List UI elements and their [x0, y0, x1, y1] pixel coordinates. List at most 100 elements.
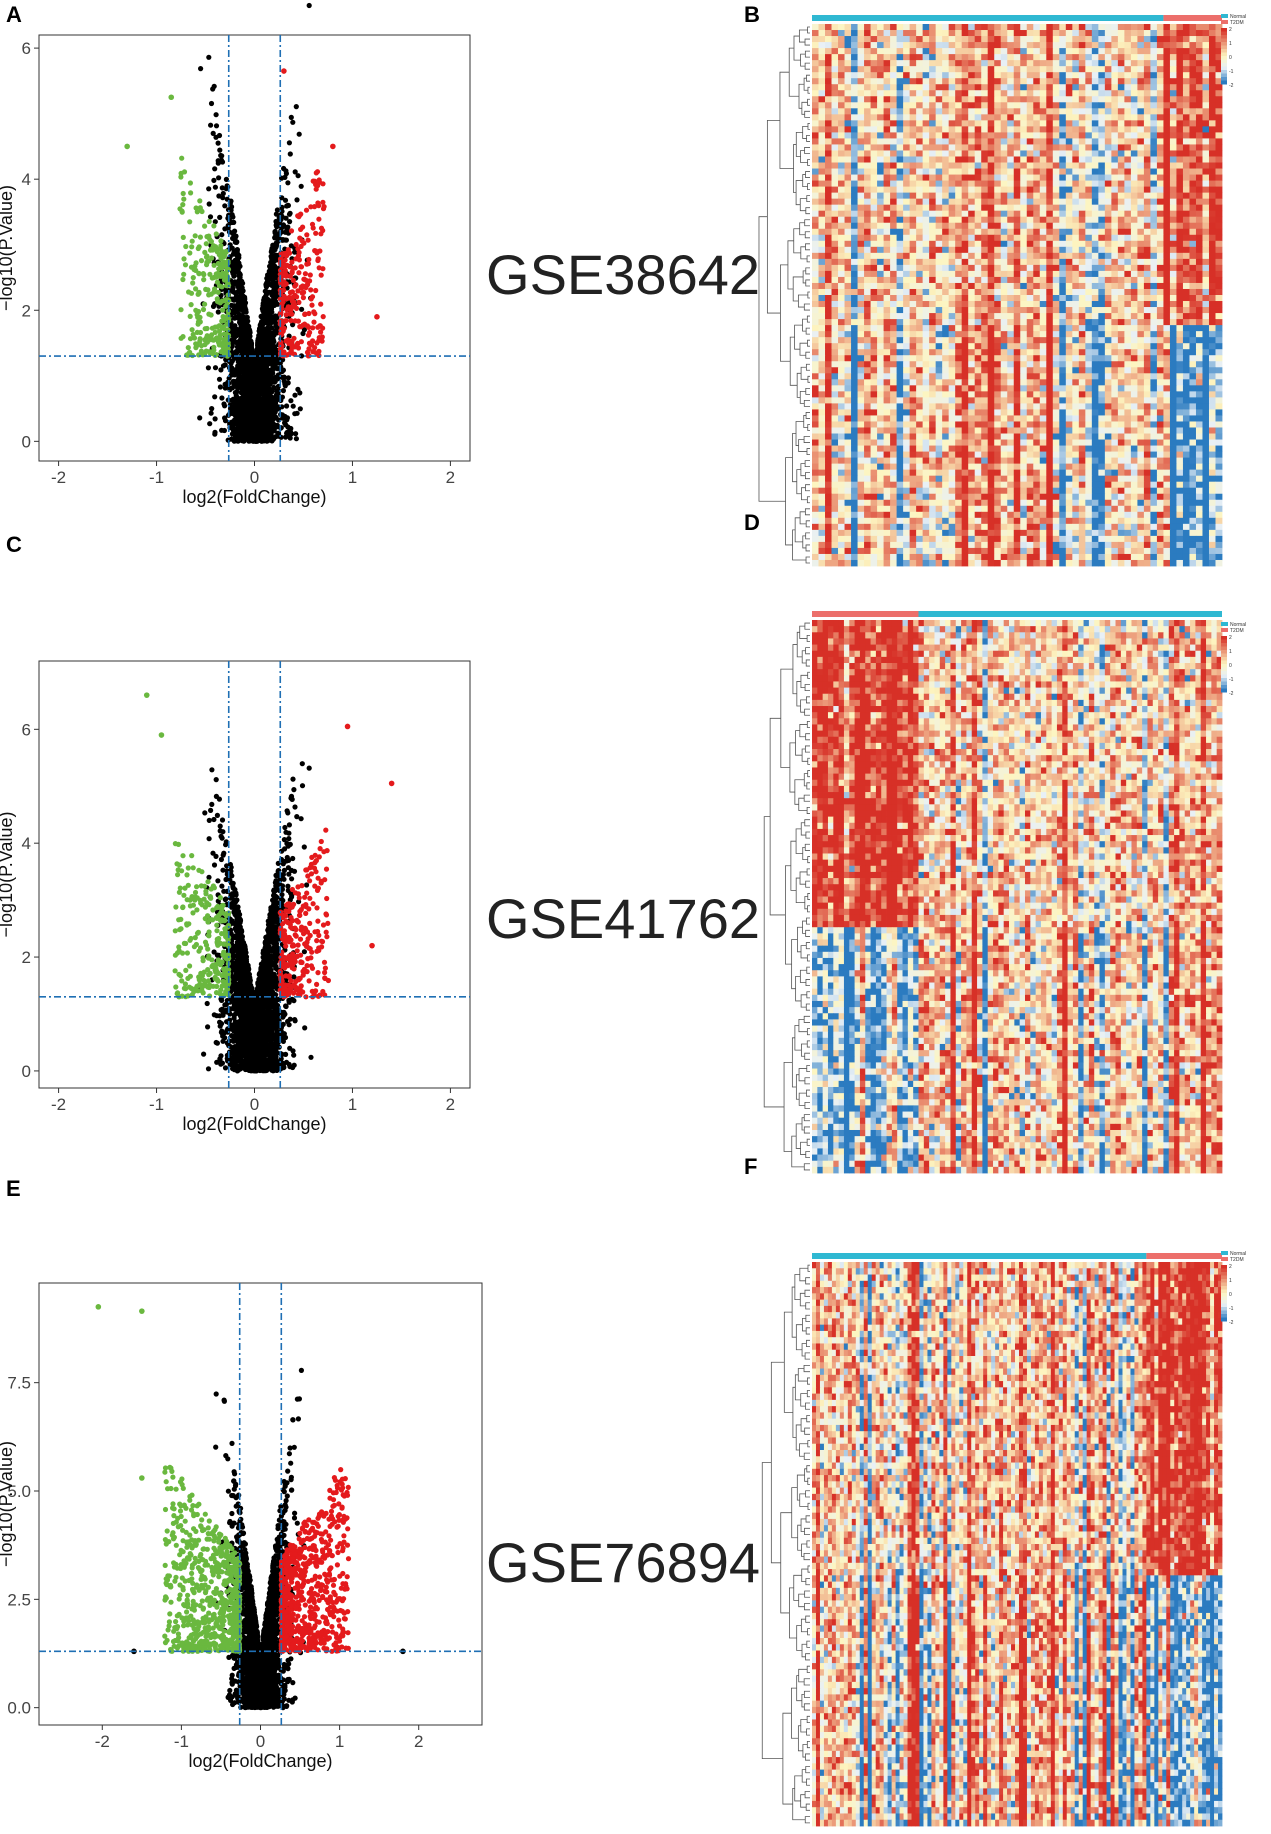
point-ns: [218, 152, 224, 159]
point-ns: [229, 323, 235, 329]
point-up: [294, 341, 300, 347]
x-axis-label: log2(FoldChange): [182, 487, 326, 507]
point-ns: [290, 119, 296, 125]
point-up: [318, 272, 324, 278]
point-ns: [299, 306, 305, 312]
point-down: [207, 247, 214, 253]
point-ns: [270, 283, 276, 289]
point-up: [286, 250, 293, 256]
point-down: [180, 276, 186, 283]
point-outlier: [168, 94, 175, 101]
point-ns: [241, 333, 247, 339]
point-ns: [211, 177, 217, 183]
point-down: [213, 245, 220, 251]
point-ns: [219, 232, 225, 238]
point-ns: [232, 236, 238, 242]
point-ns: [233, 393, 239, 399]
point-ns: [212, 166, 218, 172]
point-ns: [222, 362, 228, 368]
point-down: [201, 272, 207, 278]
point-ns: [292, 392, 298, 398]
point-ns: [306, 765, 312, 771]
point-ns: [270, 436, 276, 442]
point-ns: [206, 186, 212, 192]
point-ns: [213, 123, 220, 129]
point-ns: [288, 114, 294, 120]
point-ns: [280, 237, 286, 243]
point-down: [194, 209, 200, 215]
point-ns: [257, 326, 263, 332]
point-up: [293, 305, 300, 311]
point-down: [197, 198, 203, 204]
point-up: [316, 216, 322, 222]
point-down: [217, 328, 223, 334]
point-ns: [234, 252, 240, 259]
point-ns: [264, 345, 270, 351]
point-ns: [220, 190, 226, 197]
point-ns: [265, 432, 271, 438]
point-ns: [238, 291, 245, 297]
point-down: [223, 335, 229, 341]
point-up: [289, 345, 295, 351]
point-down: [204, 234, 210, 240]
point-down: [187, 250, 193, 256]
point-ns: [295, 386, 301, 392]
point-ns: [212, 429, 218, 435]
point-ns: [236, 314, 243, 320]
point-up: [281, 325, 287, 332]
point-ns: [266, 385, 272, 392]
point-up: [313, 230, 319, 236]
point-up: [295, 253, 302, 259]
point-down: [178, 335, 184, 341]
point-ns: [286, 140, 292, 146]
point-down: [203, 254, 210, 260]
point-down: [218, 238, 224, 244]
point-ns: [255, 391, 262, 397]
point-ns: [243, 394, 249, 400]
point-ns: [288, 431, 294, 437]
point-ns: [269, 316, 276, 323]
point-down: [213, 231, 219, 237]
point-ns: [236, 376, 242, 383]
point-ns: [206, 874, 212, 880]
point-ns: [268, 276, 274, 282]
point-ns: [271, 378, 278, 384]
point-ns: [292, 1018, 298, 1024]
point-ns: [250, 378, 256, 384]
point-up: [318, 301, 324, 307]
point-up: [316, 265, 322, 271]
point-ns: [297, 406, 303, 412]
point-down: [218, 349, 224, 355]
point-ns: [249, 349, 255, 355]
point-ns: [219, 883, 225, 889]
point-ns: [231, 289, 237, 295]
point-down: [196, 244, 202, 250]
point-ns: [247, 434, 253, 440]
point-ns: [211, 862, 218, 868]
point-down: [190, 280, 196, 286]
point-ns: [212, 394, 218, 400]
point-ns: [201, 1051, 207, 1057]
point-up: [292, 318, 298, 324]
point-ns: [219, 395, 225, 401]
point-down: [181, 271, 187, 277]
point-up: [312, 311, 318, 317]
point-ns: [213, 793, 219, 800]
point-up: [304, 323, 310, 329]
point-down: [211, 223, 217, 229]
point-ns: [235, 283, 241, 290]
point-ns: [250, 360, 256, 366]
point-ns: [240, 389, 246, 395]
point-down: [204, 339, 210, 345]
point-up: [320, 314, 326, 320]
point-up: [317, 323, 323, 329]
y-tick-label: 2: [22, 301, 31, 320]
point-down: [214, 296, 220, 302]
point-ns: [246, 386, 252, 392]
point-ns: [229, 419, 235, 425]
point-ns: [206, 201, 212, 207]
point-up: [295, 288, 301, 294]
point-up: [300, 295, 306, 301]
point-down: [220, 324, 226, 330]
point-ns: [263, 356, 269, 362]
